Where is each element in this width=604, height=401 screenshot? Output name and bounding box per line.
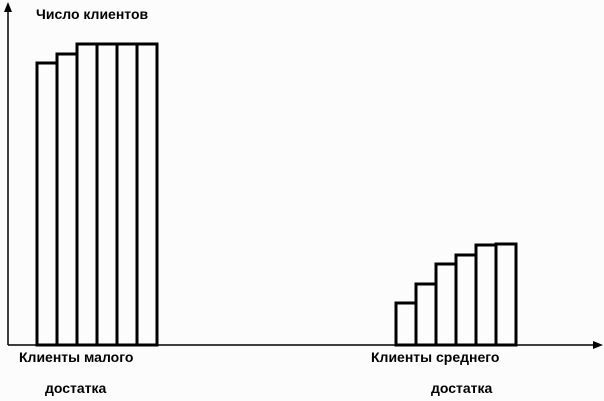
bar: [414, 282, 438, 347]
group1-label-line1: Клиенты малого: [19, 349, 134, 365]
bar: [75, 42, 99, 347]
y-axis-label: Число клиентов: [36, 6, 149, 22]
bar: [135, 42, 159, 347]
bars: [35, 42, 518, 347]
bar: [35, 61, 59, 347]
group2-label-line2: достатка: [431, 380, 493, 396]
group2-label-line1: Клиенты среднего: [371, 349, 500, 365]
bar: [95, 42, 119, 347]
bar: [55, 52, 79, 347]
bar: [494, 242, 518, 347]
y-axis: [4, 2, 12, 345]
bar: [394, 301, 418, 347]
bar: [434, 262, 458, 347]
bar: [454, 253, 478, 347]
bar: [115, 42, 139, 347]
bar: [474, 243, 498, 347]
group1-label-line2: достатка: [45, 380, 107, 396]
